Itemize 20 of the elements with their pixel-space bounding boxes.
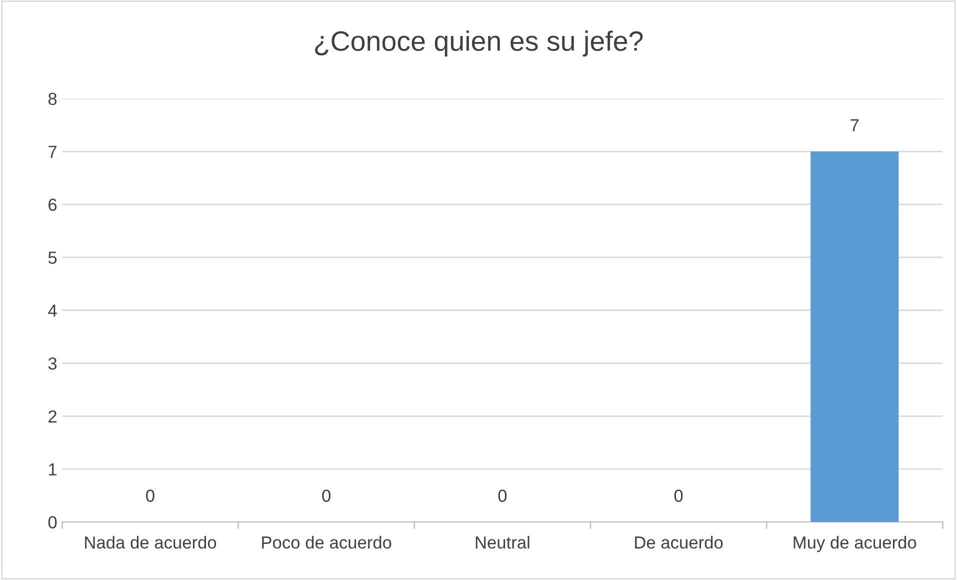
x-tick-label: Nada de acuerdo (85, 536, 216, 549)
y-tick-label: 5 (48, 252, 57, 264)
y-tick-label: 4 (48, 304, 57, 317)
y-tick-label: 2 (48, 410, 56, 422)
data-label: 0 (322, 490, 330, 502)
y-tick-label: 6 (48, 198, 57, 211)
chart-title: ¿Conoce quien es su jefe? (315, 30, 643, 56)
y-tick-label: 8 (48, 92, 57, 106)
data-label: 0 (146, 490, 154, 502)
x-tick-label: Poco de acuerdo (262, 536, 392, 549)
y-tick-label: 3 (48, 357, 57, 370)
y-tick-label: 0 (48, 516, 57, 528)
x-tick-label: Neutral (476, 536, 530, 549)
x-tick-label: Muy de acuerdo (794, 536, 916, 552)
y-tick-label: 7 (48, 146, 56, 158)
x-tick-label: De acuerdo (635, 536, 723, 549)
data-label: 0 (498, 490, 507, 502)
data-label: 0 (674, 490, 683, 502)
y-tick-label: 1 (49, 463, 56, 476)
data-label: 7 (850, 119, 859, 132)
